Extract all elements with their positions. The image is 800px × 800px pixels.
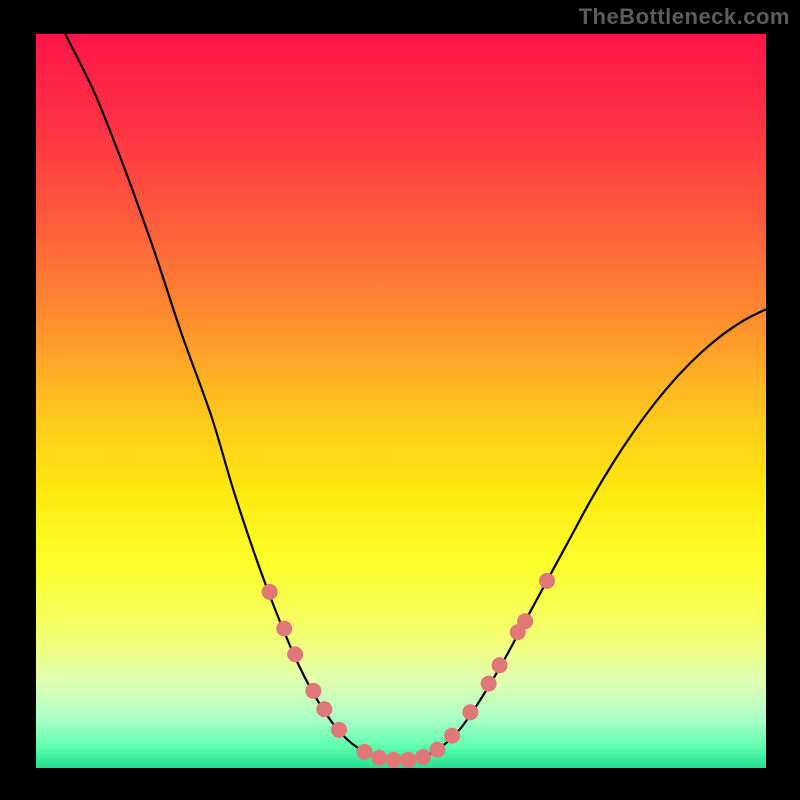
- marker-point: [430, 742, 446, 758]
- marker-point: [462, 704, 478, 720]
- marker-point: [357, 744, 373, 760]
- marker-point: [287, 646, 303, 662]
- marker-point: [262, 584, 278, 600]
- marker-point: [517, 613, 533, 629]
- plot-svg: [36, 34, 766, 768]
- marker-point: [415, 749, 431, 765]
- marker-point: [305, 683, 321, 699]
- marker-point: [331, 722, 347, 738]
- marker-point: [444, 728, 460, 744]
- marker-point: [539, 573, 555, 589]
- watermark-text: TheBottleneck.com: [579, 4, 790, 30]
- marker-point: [276, 621, 292, 637]
- marker-point: [492, 657, 508, 673]
- marker-point: [316, 701, 332, 717]
- marker-point: [371, 750, 387, 766]
- marker-point: [481, 676, 497, 692]
- marker-point: [400, 752, 416, 768]
- marker-point: [386, 752, 402, 768]
- plot-area: [36, 34, 766, 768]
- chart-container: TheBottleneck.com: [0, 0, 800, 800]
